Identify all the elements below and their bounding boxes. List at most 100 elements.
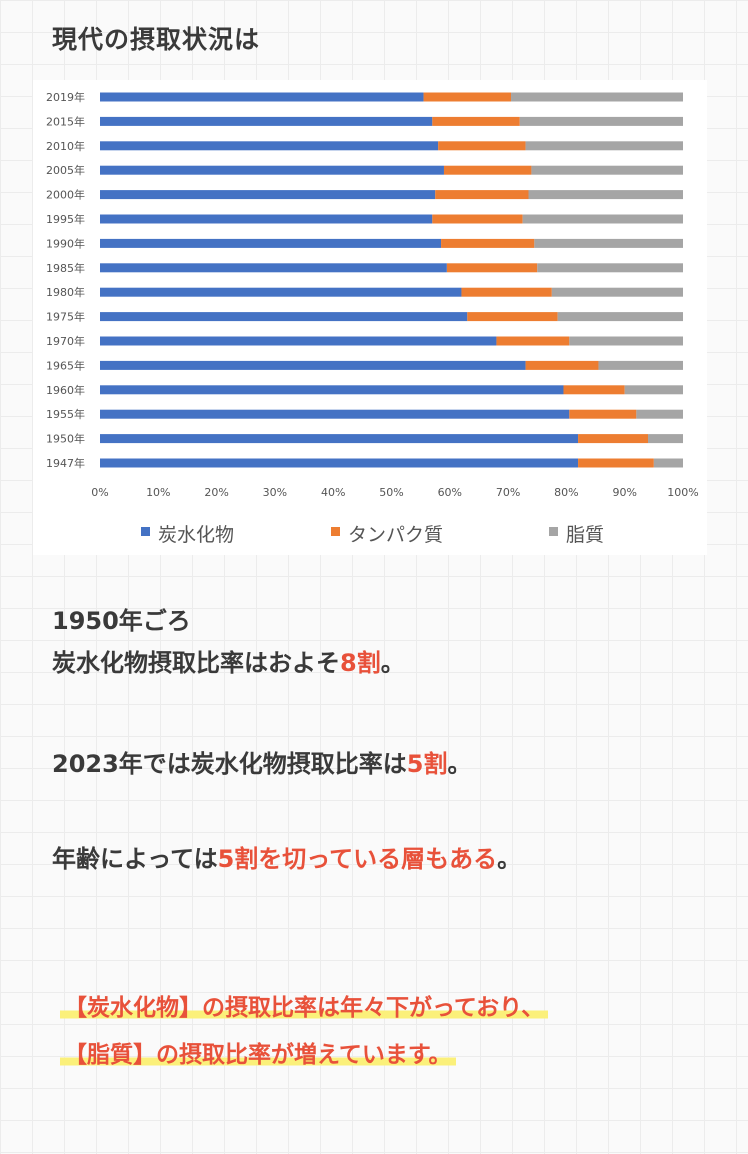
y-tick-label: 2005年 xyxy=(46,163,85,177)
bar-segment-carb xyxy=(100,458,579,468)
bar-segment-protein xyxy=(438,141,526,151)
x-tick-label: 100% xyxy=(667,486,698,499)
bar-segment-fat xyxy=(648,434,683,444)
bar-segment-protein xyxy=(578,458,654,468)
note-1950-line1: 1950年ごろ xyxy=(52,607,191,635)
note-age-end: 。 xyxy=(497,845,522,873)
y-tick-label: 2010年 xyxy=(46,139,85,153)
bar-segment-protein xyxy=(432,116,520,126)
bar-segment-fat xyxy=(534,238,683,248)
bar-segment-protein xyxy=(496,336,570,346)
bar-segment-fat xyxy=(537,263,683,273)
y-tick-label: 1947年 xyxy=(46,456,85,470)
summary-line-1: 【炭水化物】の摂取比率は年々下がっており、 xyxy=(60,988,549,1028)
y-tick-label: 1985年 xyxy=(46,261,85,275)
bar-segment-carb xyxy=(100,385,564,395)
bar-segment-fat xyxy=(598,360,683,370)
bar-segment-carb xyxy=(100,263,447,273)
bar-segment-protein xyxy=(435,190,529,200)
y-tick-label: 1965年 xyxy=(46,358,85,372)
y-tick-label: 2015年 xyxy=(46,114,85,128)
bar-segment-carb xyxy=(100,287,462,297)
bar-segment-fat xyxy=(653,458,683,468)
note-age-highlight: 5割を切っている層もある xyxy=(217,845,498,873)
note-1950-highlight: 8割 xyxy=(340,649,381,677)
x-tick-label: 50% xyxy=(379,486,403,499)
bar-segment-fat xyxy=(528,190,683,200)
bar-segment-carb xyxy=(100,214,433,224)
legend-label: タンパク質 xyxy=(348,524,443,546)
legend-label: 脂質 xyxy=(566,524,604,546)
note-1950-end: 。 xyxy=(380,649,405,677)
y-tick-label: 1995年 xyxy=(46,212,85,226)
bar-segment-protein xyxy=(446,263,538,273)
bar-segment-fat xyxy=(624,385,683,395)
note-2023-text: 2023年では炭水化物摂取比率は xyxy=(52,750,407,778)
page-title: 現代の摂取状況は xyxy=(52,25,261,54)
bar-segment-fat xyxy=(531,165,683,175)
summary-text-1: 【炭水化物】の摂取比率は年々下がっており、 xyxy=(60,995,549,1021)
bar-segment-fat xyxy=(519,116,683,126)
bar-segment-protein xyxy=(432,214,523,224)
summary-text-2: 【脂質】の摂取比率が増えています。 xyxy=(60,1042,456,1068)
bar-segment-carb xyxy=(100,434,579,444)
note-age-text: 年齢によっては xyxy=(52,845,218,873)
stacked-bar-chart: 2019年 2015年 2010年 2005年 2000年 1995年 1990年 1985年… xyxy=(46,90,699,546)
bar-segment-carb xyxy=(100,238,442,248)
bar-segment-protein xyxy=(423,92,512,102)
x-tick-label: 30% xyxy=(263,486,287,499)
y-tick-label: 1950年 xyxy=(46,432,85,446)
bar-segment-carb xyxy=(100,190,436,200)
y-tick-label: 1955年 xyxy=(46,407,85,421)
bar-segment-protein xyxy=(461,287,552,297)
x-tick-label: 80% xyxy=(554,486,578,499)
y-tick-label: 1960年 xyxy=(46,383,85,397)
bar-segment-carb xyxy=(100,360,526,370)
bar-segment-protein xyxy=(578,434,649,444)
bar-segment-protein xyxy=(563,385,625,395)
bar-segment-fat xyxy=(569,336,683,346)
bar-segment-protein xyxy=(467,312,558,322)
x-tick-label: 0% xyxy=(91,486,108,499)
y-tick-label: 1975年 xyxy=(46,310,85,324)
bar-segment-fat xyxy=(551,287,683,297)
legend-swatch xyxy=(141,527,150,536)
bar-segment-carb xyxy=(100,336,497,346)
x-tick-label: 70% xyxy=(496,486,520,499)
bar-segment-carb xyxy=(100,116,433,126)
bar-segment-carb xyxy=(100,141,439,151)
bar-segment-carb xyxy=(100,409,570,419)
bar-segment-protein xyxy=(443,165,532,175)
x-tick-label: 90% xyxy=(612,486,636,499)
legend-label: 炭水化物 xyxy=(158,524,234,546)
bar-segment-fat xyxy=(525,141,683,151)
note-2023: 2023年では炭水化物摂取比率は5割。 xyxy=(52,743,472,785)
bar-segment-fat xyxy=(636,409,683,419)
bar-segment-protein xyxy=(441,238,535,248)
bar-segment-protein xyxy=(569,409,637,419)
legend-swatch xyxy=(549,527,558,536)
bar-segment-protein xyxy=(525,360,599,370)
bar-segment-fat xyxy=(511,92,683,102)
x-tick-label: 20% xyxy=(204,486,228,499)
bar-segment-carb xyxy=(100,92,424,102)
bar-segment-carb xyxy=(100,165,444,175)
y-tick-label: 1990年 xyxy=(46,236,85,250)
x-tick-label: 10% xyxy=(146,486,170,499)
y-tick-label: 1980年 xyxy=(46,285,85,299)
y-tick-label: 2000年 xyxy=(46,188,85,202)
y-tick-label: 1970年 xyxy=(46,334,85,348)
bar-segment-carb xyxy=(100,312,468,322)
note-1950-text: 炭水化物摂取比率はおよそ xyxy=(52,649,340,677)
x-tick-label: 60% xyxy=(438,486,462,499)
y-tick-label: 2019年 xyxy=(46,90,85,104)
note-age: 年齢によっては5割を切っている層もある。 xyxy=(52,838,521,880)
bar-segment-fat xyxy=(522,214,683,224)
note-1950: 1950年ごろ 炭水化物摂取比率はおよそ8割。 xyxy=(52,600,405,684)
note-2023-end: 。 xyxy=(447,750,472,778)
bar-segment-fat xyxy=(557,312,683,322)
summary-line-2: 【脂質】の摂取比率が増えています。 xyxy=(60,1035,456,1075)
note-2023-highlight: 5割 xyxy=(406,750,448,778)
x-tick-label: 40% xyxy=(321,486,345,499)
chart-container: 2019年 2015年 2010年 2005年 2000年 1995年 1990年 1985年… xyxy=(33,80,707,555)
